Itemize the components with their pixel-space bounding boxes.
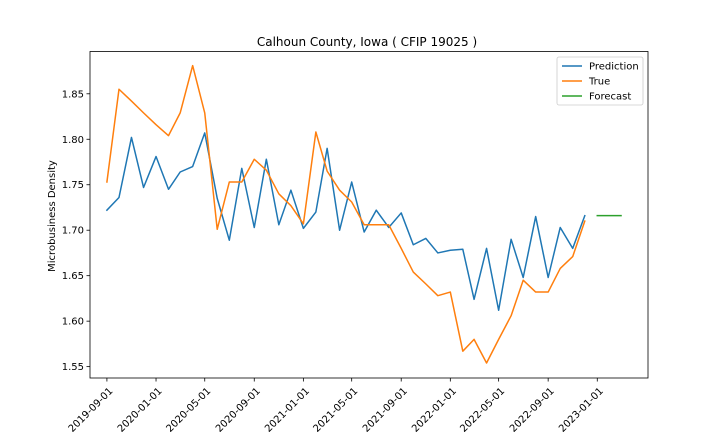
x-tick-label: 2019-09-01 [67,386,116,432]
y-tick-label: 1.85 [62,89,84,100]
legend-label-prediction: Prediction [589,62,639,73]
series-line-true [106,64,586,364]
y-tick-label: 1.60 [62,317,84,328]
y-tick-label: 1.80 [62,135,84,146]
legend-box [556,56,644,106]
y-tick-label: 1.75 [62,180,84,191]
y-tick-label: 1.55 [62,362,84,373]
y-tick-label: 1.65 [62,271,84,282]
x-tick-label: 2020-09-01 [214,386,263,432]
y-axis: 1.55 1.60 1.65 1.70 1.75 1.80 1.85 [62,89,90,373]
x-tick-label: 2020-01-01 [116,386,165,432]
chart-title: Calhoun County, Iowa ( CFIP 19025 ) [257,35,477,49]
x-tick-label: 2023-01-01 [557,386,606,432]
x-tick-label: 2021-01-01 [263,386,312,432]
x-tick-label: 2021-05-01 [311,386,360,432]
x-tick-label: 2022-09-01 [508,386,557,432]
x-tick-label: 2022-05-01 [458,386,507,432]
series-layer [105,64,622,364]
plot-frame [89,51,649,379]
series-line-prediction [105,132,586,311]
legend-label-forecast: Forecast [589,92,631,103]
x-tick-label: 2020-05-01 [165,386,214,432]
x-axis: 2019-09-01 2020-01-01 2020-05-01 2020-09-01… [67,378,606,435]
legend: Prediction True Forecast [556,56,644,106]
legend-label-true: True [588,77,610,88]
y-axis-label: Microbusiness Density [47,160,58,272]
x-tick-label: 2021-09-01 [361,386,410,432]
y-tick-label: 1.70 [62,226,84,237]
x-tick-label: 2022-01-01 [410,386,459,432]
